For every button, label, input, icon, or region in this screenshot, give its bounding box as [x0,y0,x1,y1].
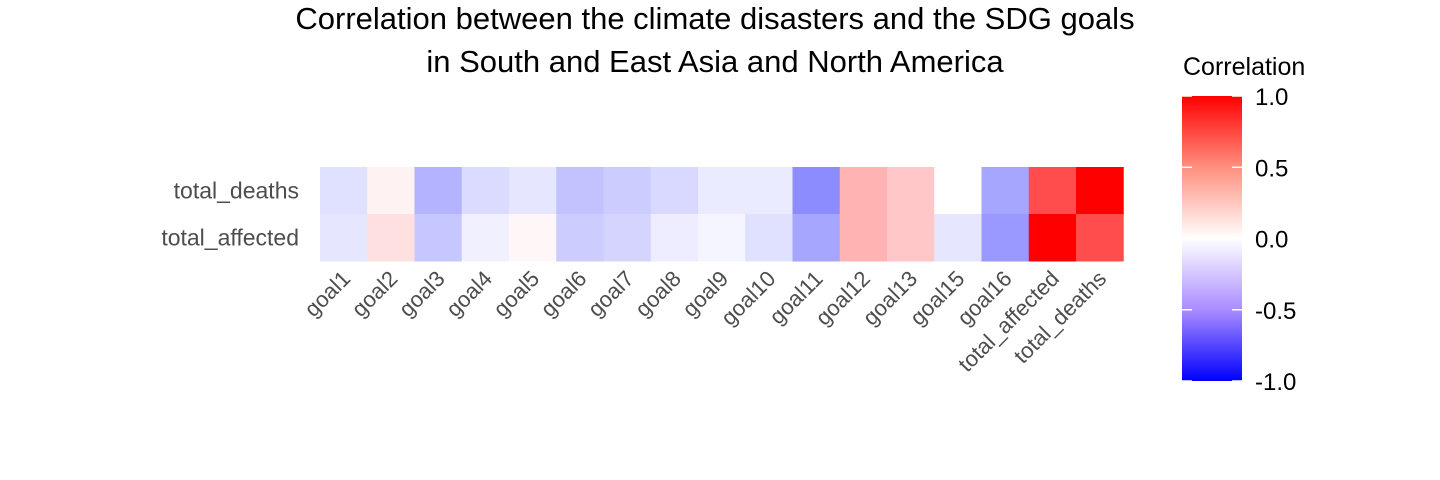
legend-tick-label: -0.5 [1255,298,1296,325]
x-tick-label: goal3 [394,266,450,322]
legend-tick-label: 0.5 [1255,155,1288,182]
x-tick-label: goal1 [299,266,355,322]
heatmap-cell [934,214,982,262]
x-tick-label: goal6 [536,266,592,322]
heatmap-cells [320,167,1124,262]
x-tick-label: goal4 [441,266,497,322]
y-tick-label: total_deaths [174,178,299,204]
heatmap-cell [839,214,888,262]
legend-title: Correlation [1183,53,1305,81]
chart-title: Correlation between the climate disaster… [295,1,1134,79]
heatmap-cell [698,167,746,215]
x-tick-label: goal2 [347,266,403,322]
heatmap-cell [1028,167,1077,215]
x-tick-label: goal5 [488,266,544,322]
heatmap-cell [367,214,415,262]
heatmap-cell [887,214,935,262]
heatmap-cell [981,214,1030,262]
heatmap-cell [461,167,510,215]
heatmap-cell [650,214,699,262]
heatmap-cell [509,167,557,215]
heatmap-cell [414,167,463,215]
y-tick-label: total_affected [161,225,299,251]
heatmap-cell [320,214,368,262]
x-tick-label: goal7 [583,266,639,322]
heatmap-cell [320,167,368,215]
heatmap-cell [556,214,604,262]
heatmap-cell [1076,167,1124,215]
heatmap-cell [603,167,652,215]
chart-title-line: Correlation between the climate disaster… [295,1,1134,36]
legend-tick-label: -1.0 [1255,369,1296,396]
legend: Correlation 1.0 0.5 0.0 -0.5 -1.0 [1182,53,1305,396]
heatmap-cell [934,167,982,215]
x-tick-label: goal8 [630,266,686,322]
heatmap-cell [698,214,746,262]
chart-title-line: in South and East Asia and North America [426,44,1004,79]
heatmap-cell [887,167,935,215]
legend-tick-label: 1.0 [1255,84,1288,111]
heatmap-cell [414,214,463,262]
heatmap-cell [1076,214,1124,262]
heatmap-cell [603,214,652,262]
heatmap-cell [981,167,1030,215]
x-tick-label: goal10 [716,266,780,330]
heatmap-cell [792,214,841,262]
heatmap-cell [367,167,415,215]
heatmap-cell [461,214,510,262]
heatmap-cell [509,214,557,262]
x-axis: goal1goal2goal3goal4goal5goal6goal7goal8… [299,266,1111,377]
heatmap-cell [839,167,888,215]
legend-tick-label: 0.0 [1255,227,1288,254]
heatmap-cell [745,214,793,262]
heatmap-cell [745,167,793,215]
heatmap-cell [556,167,604,215]
y-axis: total_deaths total_affected [161,178,299,251]
legend-ticks: 1.0 0.5 0.0 -0.5 -1.0 [1182,84,1296,396]
heatmap-cell [792,167,841,215]
heatmap-cell [650,167,699,215]
heatmap-cell [1028,214,1077,262]
